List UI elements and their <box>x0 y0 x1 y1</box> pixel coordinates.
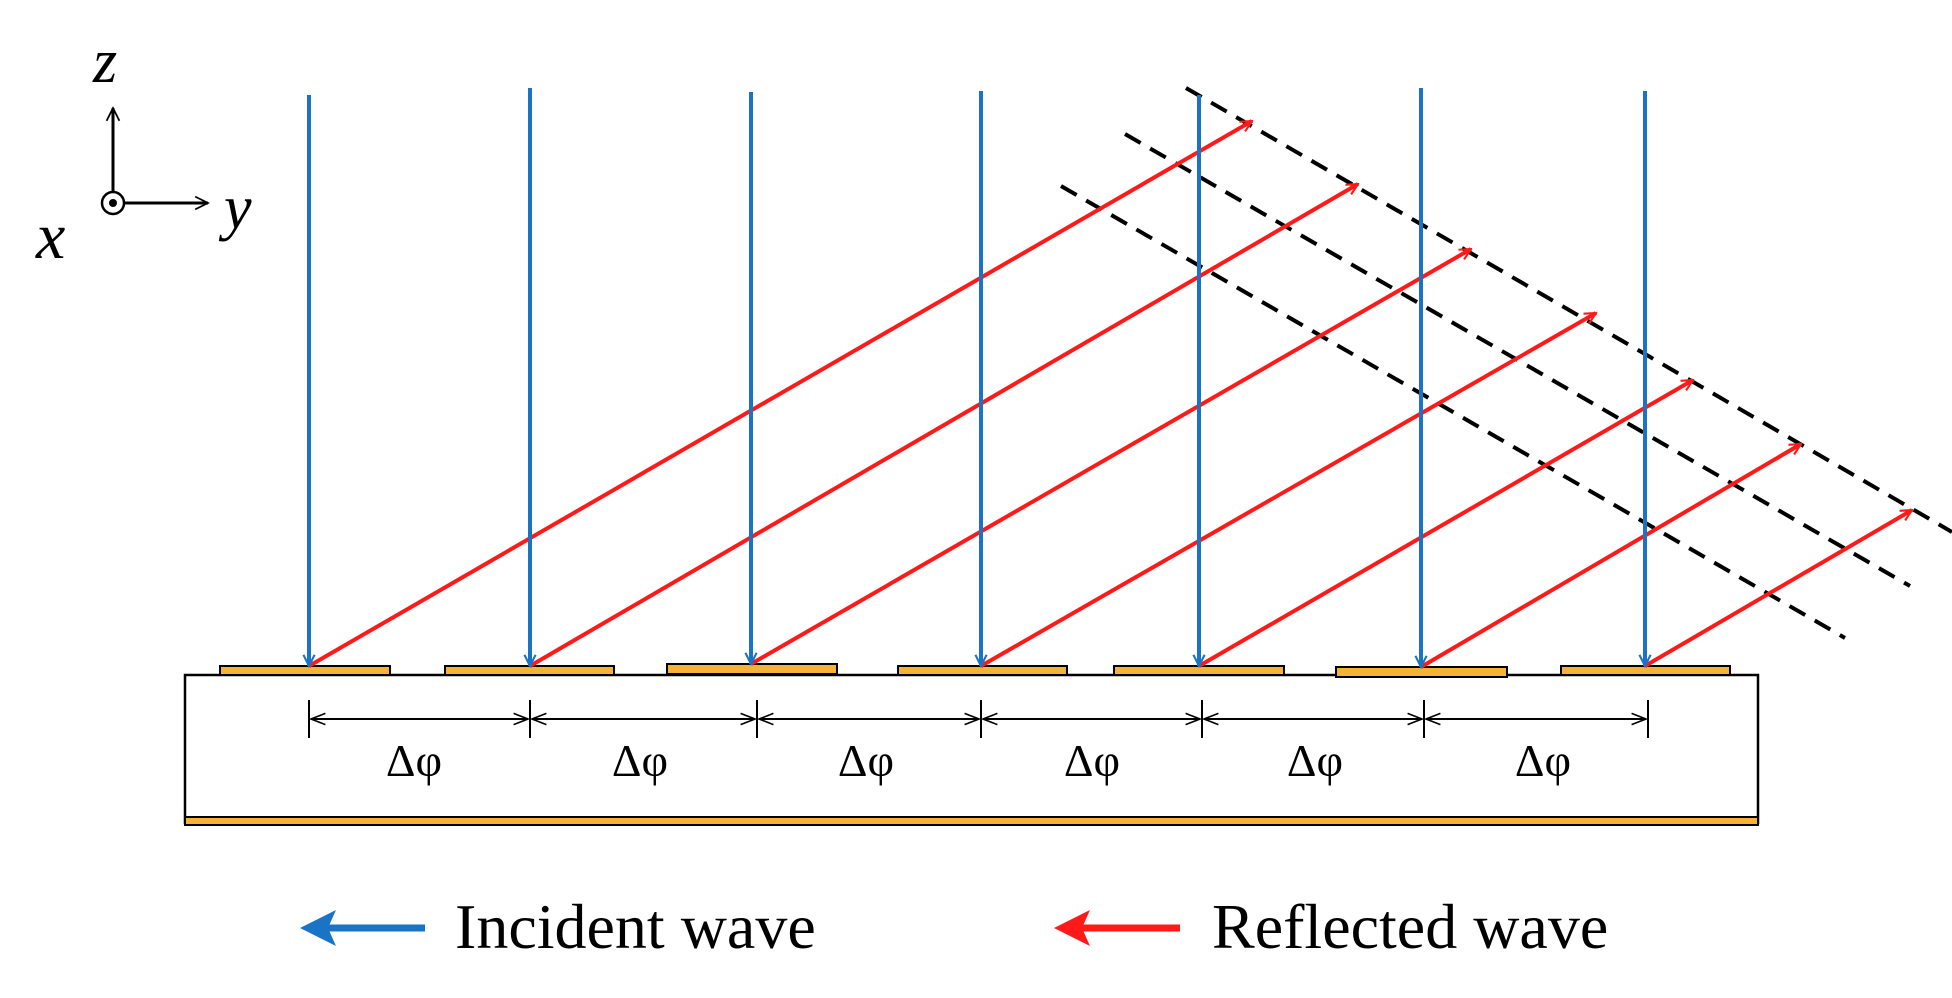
incident-waves <box>309 88 1645 667</box>
x-axis-label: x <box>35 200 65 273</box>
x-axis-dot-icon <box>109 199 117 207</box>
legend-reflected-arrowhead-icon <box>1054 910 1090 946</box>
patch-5 <box>1113 665 1285 676</box>
legend-reflected-label: Reflected wave <box>1212 891 1608 962</box>
ground-plane <box>184 816 1759 826</box>
reflected-waves <box>307 119 1912 669</box>
legend: Incident wave Reflected wave <box>300 891 1608 962</box>
y-axis-label: y <box>218 174 252 242</box>
substrate-body <box>183 673 1760 825</box>
phase-label-6: Δφ <box>1515 735 1571 786</box>
reflected-arrow-5 <box>1197 378 1693 668</box>
phase-label-3: Δφ <box>838 735 894 786</box>
phase-label-1: Δφ <box>386 735 442 786</box>
reflected-arrow-4 <box>980 311 1596 668</box>
reflected-arrow-7 <box>1643 508 1912 668</box>
wavefront-3 <box>1060 184 1846 640</box>
legend-incident-arrowhead-icon <box>300 910 336 946</box>
phase-label-2: Δφ <box>612 735 668 786</box>
patch-elements <box>219 663 1731 678</box>
patch-7 <box>1560 665 1731 676</box>
coordinate-axes: z y x <box>35 28 252 273</box>
phase-labels: Δφ Δφ Δφ Δφ Δφ Δφ <box>386 735 1571 786</box>
patch-6 <box>1335 666 1508 678</box>
reflected-arrow-1 <box>307 119 1252 668</box>
wavefront-1 <box>1184 86 1952 534</box>
reflected-arrow-6 <box>1419 442 1801 669</box>
phase-dimensions <box>308 700 1649 738</box>
legend-incident-label: Incident wave <box>455 891 816 962</box>
reflected-arrow-3 <box>750 247 1471 666</box>
phase-label-5: Δφ <box>1287 735 1343 786</box>
z-axis-label: z <box>92 28 117 96</box>
phase-label-4: Δφ <box>1064 735 1120 786</box>
substrate <box>183 673 1760 826</box>
patch-2 <box>444 665 615 676</box>
patch-1 <box>219 665 391 676</box>
reflected-arrow-2 <box>528 182 1358 668</box>
